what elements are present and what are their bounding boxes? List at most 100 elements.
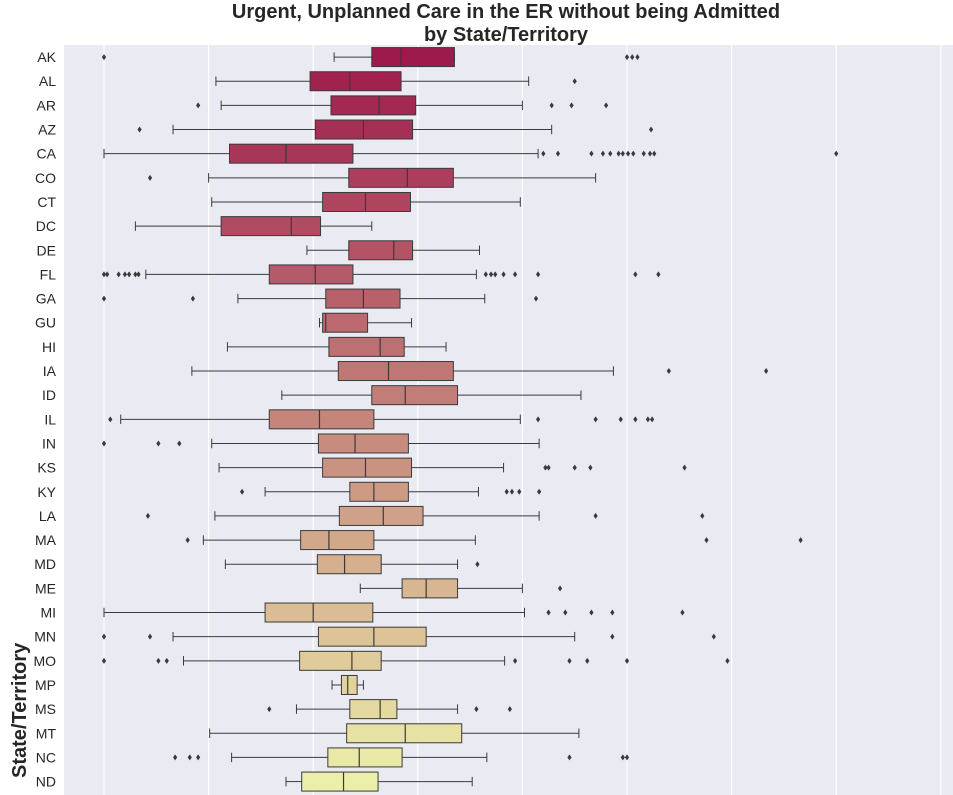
outlier-point bbox=[136, 271, 141, 278]
outlier-point bbox=[610, 609, 615, 616]
outlier-point bbox=[101, 54, 107, 61]
y-axis-label: State/Territory bbox=[9, 642, 31, 778]
iqr-box bbox=[229, 143, 354, 164]
outlier-point bbox=[569, 102, 574, 109]
outlier-point bbox=[147, 174, 153, 181]
box-ca bbox=[103, 143, 839, 164]
iqr-box bbox=[268, 409, 375, 430]
iqr-box bbox=[317, 433, 409, 454]
y-tick-label: KS bbox=[37, 460, 56, 476]
outlier-point bbox=[624, 754, 630, 761]
box-mp bbox=[331, 674, 364, 695]
y-tick-label: MP bbox=[35, 677, 56, 693]
box-ar bbox=[196, 95, 609, 116]
outlier-point bbox=[682, 464, 687, 471]
outlier-point bbox=[620, 754, 625, 761]
y-tick-label: AL bbox=[39, 73, 56, 89]
outlier-point bbox=[593, 416, 598, 423]
iqr-box bbox=[322, 191, 411, 212]
box-la bbox=[145, 505, 705, 526]
outlier-point bbox=[512, 657, 518, 664]
y-tick-label: HI bbox=[42, 339, 56, 355]
box-nc bbox=[173, 747, 630, 768]
iqr-box bbox=[264, 602, 374, 623]
outlier-point bbox=[563, 609, 568, 616]
iqr-box bbox=[328, 336, 405, 357]
y-tick-label: GA bbox=[36, 291, 57, 307]
outlier-point bbox=[156, 657, 161, 664]
box-az bbox=[137, 119, 654, 140]
outlier-point bbox=[512, 271, 518, 278]
outlier-point bbox=[116, 271, 121, 278]
y-tick-label: CT bbox=[37, 194, 56, 210]
outlier-point bbox=[156, 440, 161, 447]
outlier-point bbox=[509, 488, 515, 495]
outlier-point bbox=[620, 150, 625, 157]
outlier-point bbox=[483, 271, 488, 278]
outlier-point bbox=[610, 633, 615, 640]
iqr-box bbox=[348, 240, 414, 261]
outlier-point bbox=[618, 416, 623, 423]
iqr-box bbox=[300, 530, 375, 551]
iqr-box bbox=[401, 578, 459, 599]
outlier-point bbox=[185, 537, 190, 544]
outlier-point bbox=[589, 609, 594, 616]
outlier-point bbox=[267, 706, 272, 713]
y-tick-label: DC bbox=[36, 218, 56, 234]
iqr-box bbox=[338, 505, 424, 526]
outlier-point bbox=[645, 416, 651, 423]
outlier-point bbox=[572, 464, 577, 471]
iqr-box bbox=[349, 481, 409, 502]
y-tick-label: MA bbox=[35, 532, 57, 548]
iqr-box bbox=[330, 95, 417, 116]
iqr-box bbox=[349, 699, 398, 720]
outlier-point bbox=[666, 368, 671, 375]
iqr-box bbox=[322, 312, 369, 333]
y-tick-label: MD bbox=[34, 556, 56, 572]
outlier-point bbox=[567, 657, 572, 664]
y-tick-label: ND bbox=[36, 774, 56, 790]
outlier-point bbox=[173, 754, 178, 761]
iqr-box bbox=[299, 650, 382, 671]
y-tick-label: MI bbox=[40, 605, 56, 621]
outlier-point bbox=[725, 657, 730, 664]
box-de bbox=[306, 240, 481, 261]
outlier-point bbox=[196, 754, 201, 761]
outlier-point bbox=[557, 585, 563, 592]
outlier-point bbox=[834, 150, 839, 157]
outlier-point bbox=[501, 271, 506, 278]
y-tick-label: IA bbox=[43, 363, 57, 379]
y-tick-label: AK bbox=[37, 49, 56, 65]
box-me bbox=[359, 578, 563, 599]
iqr-box bbox=[317, 626, 427, 647]
outlier-point bbox=[603, 102, 609, 109]
outlier-point bbox=[624, 54, 630, 61]
y-tick-label: MN bbox=[34, 629, 56, 645]
outlier-point bbox=[593, 512, 598, 519]
outlier-point bbox=[798, 537, 803, 544]
outlier-point bbox=[127, 271, 132, 278]
y-tick-label: ID bbox=[42, 387, 56, 403]
iqr-box bbox=[346, 723, 463, 744]
y-tick-label: MT bbox=[36, 725, 57, 741]
y-tick-label: IL bbox=[44, 411, 56, 427]
outlier-point bbox=[474, 706, 479, 713]
iqr-box bbox=[316, 554, 382, 575]
outlier-point bbox=[567, 754, 572, 761]
box-ak bbox=[101, 47, 640, 68]
outlier-point bbox=[630, 54, 635, 61]
y-tick-labels: AK AL AR AZ CA CO CT DC DE FL GA GU HI IA ID IL IN KS KY LA… bbox=[33, 49, 56, 790]
outlier-point bbox=[652, 150, 657, 157]
outlier-point bbox=[704, 537, 709, 544]
outlier-point bbox=[533, 295, 539, 302]
outlier-point bbox=[507, 706, 512, 713]
outlier-point bbox=[656, 271, 661, 278]
iqr-box bbox=[220, 216, 322, 237]
outlier-point bbox=[680, 609, 685, 616]
box-ky bbox=[239, 481, 542, 502]
outlier-point bbox=[493, 271, 498, 278]
outlier-point bbox=[635, 54, 640, 61]
outlier-point bbox=[616, 150, 621, 157]
box-md bbox=[224, 554, 480, 575]
